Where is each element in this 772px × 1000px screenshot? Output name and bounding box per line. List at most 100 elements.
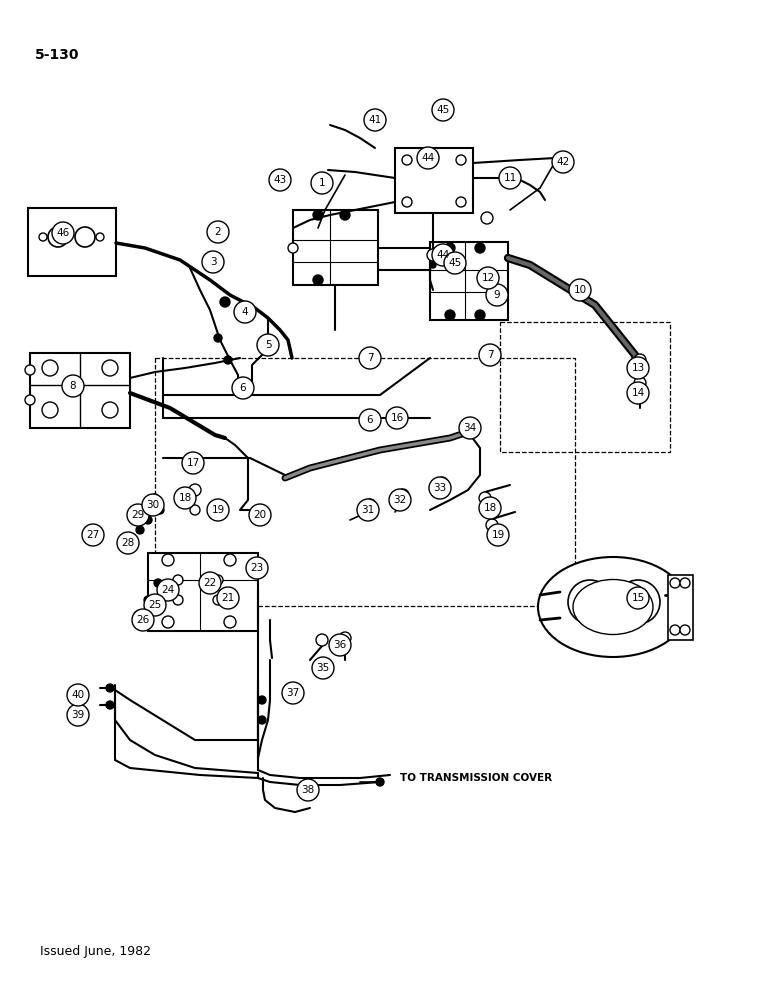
Circle shape (25, 365, 35, 375)
Circle shape (445, 243, 455, 253)
Circle shape (162, 554, 174, 566)
Text: 33: 33 (433, 483, 447, 493)
Bar (155, 358, 575, 606)
Circle shape (429, 477, 451, 499)
Circle shape (481, 212, 493, 224)
Bar (668, 575, 693, 640)
Circle shape (224, 554, 236, 566)
Circle shape (397, 489, 409, 501)
Circle shape (445, 310, 455, 320)
Bar (293, 210, 378, 285)
Circle shape (173, 595, 183, 605)
Text: 7: 7 (367, 353, 374, 363)
Circle shape (154, 579, 162, 587)
Bar (395, 148, 473, 213)
Circle shape (634, 377, 646, 389)
Text: 42: 42 (557, 157, 570, 167)
Text: 4: 4 (242, 307, 249, 317)
Text: 31: 31 (361, 505, 374, 515)
Circle shape (311, 172, 333, 194)
Circle shape (234, 301, 256, 323)
Circle shape (144, 594, 166, 616)
Text: 11: 11 (503, 173, 516, 183)
Circle shape (313, 275, 323, 285)
Circle shape (436, 477, 448, 489)
Circle shape (213, 575, 223, 585)
Circle shape (25, 395, 35, 405)
Circle shape (297, 779, 319, 801)
Text: 35: 35 (317, 663, 330, 673)
Circle shape (552, 151, 574, 173)
Text: 36: 36 (334, 640, 347, 650)
Circle shape (637, 367, 643, 373)
Circle shape (132, 609, 154, 631)
Circle shape (312, 657, 334, 679)
Circle shape (269, 169, 291, 191)
Circle shape (246, 557, 268, 579)
Text: 13: 13 (631, 363, 645, 373)
Text: 3: 3 (210, 257, 216, 267)
Circle shape (173, 575, 183, 585)
Text: 6: 6 (239, 383, 246, 393)
Circle shape (340, 210, 350, 220)
Circle shape (487, 524, 509, 546)
Circle shape (569, 279, 591, 301)
Circle shape (432, 99, 454, 121)
Text: 1: 1 (319, 178, 325, 188)
Circle shape (96, 233, 104, 241)
Circle shape (258, 696, 266, 704)
Circle shape (627, 382, 649, 404)
Circle shape (339, 632, 351, 644)
Circle shape (162, 616, 174, 628)
Circle shape (258, 716, 266, 724)
Circle shape (249, 504, 271, 526)
Text: 44: 44 (436, 250, 449, 260)
Text: 27: 27 (86, 530, 100, 540)
Circle shape (42, 402, 58, 418)
Circle shape (220, 297, 230, 307)
Text: TO TRANSMISSION COVER: TO TRANSMISSION COVER (400, 773, 552, 783)
Text: 19: 19 (212, 505, 225, 515)
Circle shape (376, 778, 384, 786)
Circle shape (568, 580, 612, 624)
Ellipse shape (538, 557, 688, 657)
Text: 46: 46 (56, 228, 69, 238)
Circle shape (182, 452, 204, 474)
Text: 25: 25 (148, 600, 161, 610)
Text: 5: 5 (265, 340, 271, 350)
Circle shape (144, 516, 152, 524)
Circle shape (475, 243, 485, 253)
Bar (30, 353, 130, 428)
Circle shape (475, 310, 485, 320)
Circle shape (364, 109, 386, 131)
Bar (148, 553, 258, 631)
Circle shape (444, 252, 466, 274)
Text: 21: 21 (222, 593, 235, 603)
Circle shape (680, 625, 690, 635)
Text: 23: 23 (250, 563, 263, 573)
Circle shape (386, 407, 408, 429)
Text: 6: 6 (367, 415, 374, 425)
Circle shape (670, 625, 680, 635)
Circle shape (213, 595, 223, 605)
Text: 40: 40 (72, 690, 85, 700)
Text: 45: 45 (436, 105, 449, 115)
Circle shape (134, 611, 142, 619)
Circle shape (156, 506, 164, 514)
Circle shape (182, 502, 188, 508)
Circle shape (288, 243, 298, 253)
Text: 8: 8 (69, 381, 76, 391)
Circle shape (243, 310, 253, 320)
Text: 20: 20 (253, 510, 266, 520)
Circle shape (680, 578, 690, 588)
Circle shape (486, 284, 508, 306)
Circle shape (224, 356, 232, 364)
Circle shape (67, 684, 89, 706)
Circle shape (402, 197, 412, 207)
Circle shape (479, 497, 501, 519)
Text: 22: 22 (203, 578, 217, 588)
Text: 28: 28 (121, 538, 134, 548)
Circle shape (432, 244, 454, 266)
Circle shape (616, 580, 660, 624)
Text: 18: 18 (178, 493, 191, 503)
